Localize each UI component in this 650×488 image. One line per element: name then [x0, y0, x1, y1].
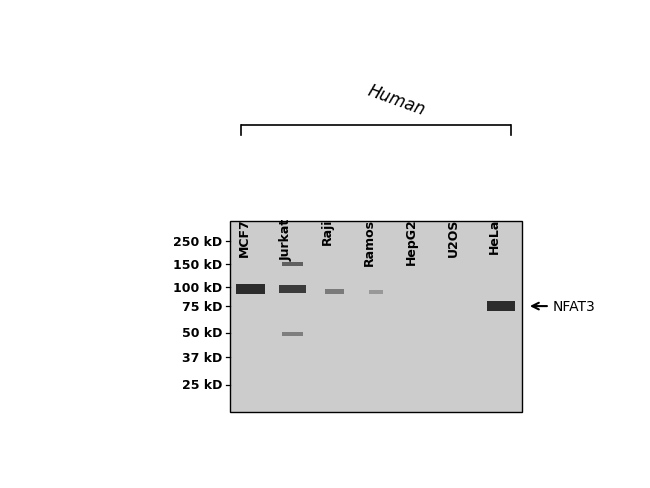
- Bar: [369, 290, 383, 294]
- Bar: [488, 302, 515, 311]
- Text: 150 kD: 150 kD: [173, 258, 222, 271]
- Text: U2OS: U2OS: [447, 218, 460, 257]
- Text: Human: Human: [365, 81, 427, 119]
- Text: MCF7: MCF7: [238, 218, 251, 257]
- Bar: [281, 263, 304, 267]
- Bar: [230, 222, 522, 412]
- Text: 37 kD: 37 kD: [182, 351, 222, 364]
- Text: Ramos: Ramos: [363, 218, 376, 265]
- Bar: [236, 285, 265, 294]
- Text: Jurkat: Jurkat: [280, 218, 292, 261]
- Text: 100 kD: 100 kD: [173, 281, 222, 294]
- Text: 75 kD: 75 kD: [182, 300, 222, 313]
- Text: 50 kD: 50 kD: [182, 326, 222, 340]
- Bar: [282, 332, 303, 336]
- Bar: [280, 285, 306, 293]
- Text: Raji: Raji: [321, 218, 334, 244]
- Text: HeLa: HeLa: [488, 218, 501, 254]
- Text: 250 kD: 250 kD: [173, 235, 222, 248]
- Text: HepG2: HepG2: [405, 218, 418, 265]
- Text: 25 kD: 25 kD: [182, 379, 222, 392]
- Bar: [325, 290, 344, 295]
- Text: NFAT3: NFAT3: [552, 300, 595, 313]
